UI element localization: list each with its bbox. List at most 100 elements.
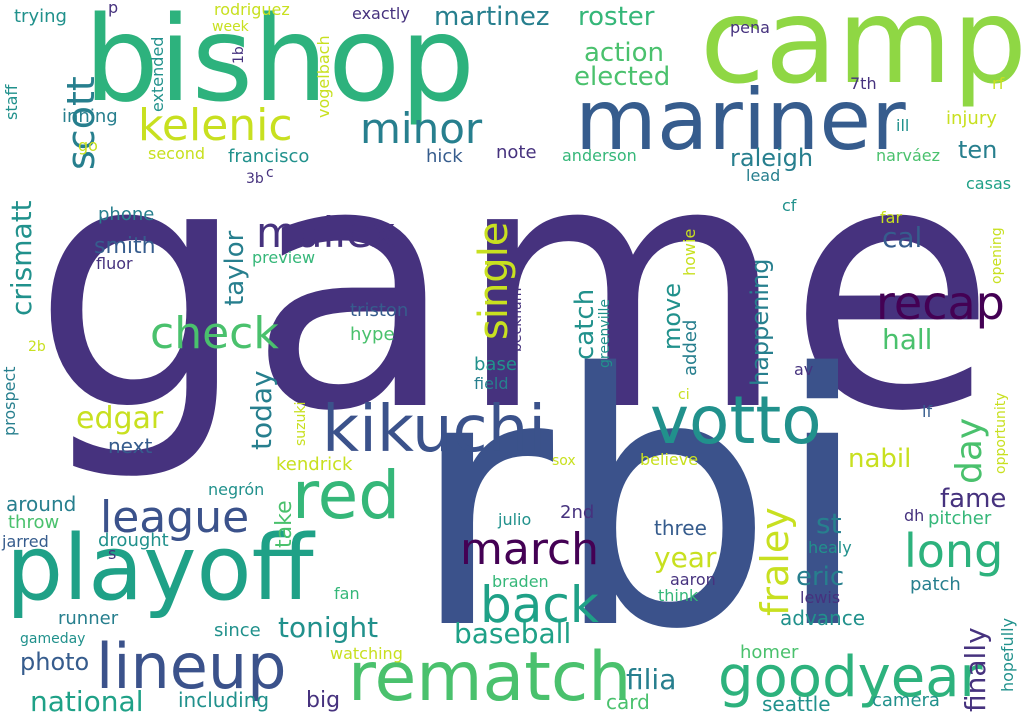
word-narvaez: narváez: [876, 146, 941, 165]
word-far: far: [880, 208, 903, 227]
word-opportunity: opportunity: [993, 392, 1009, 474]
word-2b: 2b: [28, 339, 46, 355]
word-tonight: tonight: [278, 611, 379, 644]
word-julio: julio: [498, 510, 532, 529]
word-cal: cal: [882, 221, 923, 254]
word-prospect: prospect: [0, 366, 19, 436]
word-dh: dh: [904, 506, 925, 525]
word-av: av: [794, 360, 814, 379]
word-suzuki: suzuki: [293, 401, 309, 446]
word-pena: pena: [730, 18, 770, 37]
word-hype: hype: [350, 324, 395, 345]
word-patch: patch: [910, 574, 961, 595]
word-catch: catch: [570, 288, 600, 360]
word-francisco: francisco: [228, 146, 310, 167]
word-injury: injury: [946, 108, 997, 129]
word-negron: negrón: [208, 480, 265, 499]
word-trying: trying: [14, 6, 67, 27]
word-fan: fan: [334, 584, 360, 603]
word-extended: extended: [148, 36, 167, 112]
word-aaron: aaron: [670, 570, 716, 589]
word-finally: finally: [959, 627, 992, 712]
word-game: game: [32, 90, 997, 486]
word-hopefully: hopefully: [998, 617, 1017, 692]
word-roster: roster: [578, 2, 655, 32]
word-three: three: [654, 516, 707, 540]
word-check: check: [150, 308, 279, 359]
word-think: think: [658, 586, 699, 605]
word-votto: votto: [650, 382, 822, 459]
word-anderson: anderson: [562, 146, 637, 165]
word-lead: lead: [746, 166, 781, 185]
word-big: big: [306, 688, 341, 713]
word-year: year: [654, 541, 717, 574]
word-drought: drought: [98, 530, 169, 551]
word-runner: runner: [58, 608, 119, 629]
word-single: single: [471, 221, 517, 340]
word-cf: cf: [782, 196, 797, 215]
word-recap: recap: [876, 276, 1005, 330]
word-eric: eric: [796, 562, 845, 592]
word-2nd: 2nd: [560, 502, 595, 523]
word-vogelbach: vogelbach: [314, 35, 333, 118]
word-rbi: rbi: [410, 301, 871, 706]
word-mallex: mallex: [256, 208, 396, 257]
word-fraley: fraley: [753, 507, 797, 616]
word-go: go: [78, 136, 98, 155]
word-edgar: edgar: [76, 401, 164, 436]
word-rematch: rematch: [348, 638, 632, 717]
word-happening: happening: [746, 258, 774, 386]
word-staff: staff: [2, 84, 21, 120]
word-casas: casas: [966, 174, 1012, 193]
word-raleigh: raleigh: [730, 144, 814, 172]
word-mariner: mariner: [575, 71, 906, 169]
word-fame: fame: [940, 484, 1007, 514]
word-believe: believe: [640, 450, 699, 469]
word-exactly: exactly: [352, 4, 410, 23]
word-base: base: [474, 354, 517, 375]
word-nabil: nabil: [848, 444, 912, 474]
word-preview: preview: [252, 248, 316, 267]
word-ci: ci: [678, 387, 690, 403]
word-st: st: [816, 507, 842, 540]
word-lineup: lineup: [96, 630, 287, 703]
word-since: since: [214, 620, 261, 641]
word-advance: advance: [780, 606, 866, 630]
word-back: back: [480, 576, 599, 634]
word-phone: phone: [98, 204, 155, 225]
word-watching: watching: [330, 644, 403, 663]
word-howie: howie: [680, 228, 699, 276]
word-sox: sox: [552, 453, 576, 469]
word-gameday: gameday: [20, 631, 86, 647]
word-rodriguez: rodriguez: [214, 0, 290, 19]
word-kikuchi: kikuchi: [322, 393, 547, 467]
word-rf: rf: [992, 74, 1005, 93]
word-league: league: [100, 492, 250, 543]
word-minor: minor: [360, 104, 483, 153]
word-throw: throw: [8, 512, 60, 533]
word-martinez: martinez: [434, 2, 550, 32]
word-kendrick: kendrick: [276, 454, 353, 475]
word-3b: 3b: [246, 171, 264, 187]
word-baseball: baseball: [454, 617, 572, 650]
word-national: national: [30, 685, 144, 718]
word-filia: filia: [626, 663, 677, 696]
word-next: next: [108, 434, 153, 458]
word-second: second: [148, 144, 206, 163]
word-braden: braden: [492, 572, 549, 591]
word-smith: smith: [94, 234, 156, 259]
word-kelenic: kelenic: [138, 100, 293, 151]
word-added: added: [680, 319, 701, 376]
word-seattle: seattle: [762, 692, 831, 716]
word-crismatt: crismatt: [5, 200, 38, 316]
word-long: long: [904, 524, 1004, 578]
word-bishop: bishop: [84, 0, 476, 128]
word-greenville: greenville: [597, 298, 613, 368]
word-including: including: [178, 688, 270, 712]
word-jarred: jarred: [2, 532, 49, 551]
word-p: p: [108, 0, 119, 17]
word-today: today: [245, 370, 278, 450]
word-playoff: playoff: [6, 516, 314, 621]
word-day: day: [949, 417, 990, 484]
